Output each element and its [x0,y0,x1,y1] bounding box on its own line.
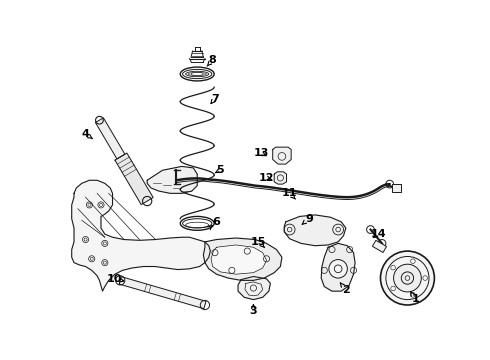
Text: 5: 5 [217,165,224,175]
Text: 6: 6 [213,217,220,227]
Text: 11: 11 [282,188,297,198]
Polygon shape [238,276,270,300]
Bar [392,184,401,192]
Text: 3: 3 [249,306,257,316]
Polygon shape [321,243,355,291]
Polygon shape [119,277,206,309]
Text: 13: 13 [253,148,269,158]
Polygon shape [273,147,291,164]
Polygon shape [284,215,346,246]
Polygon shape [211,245,267,274]
Polygon shape [147,166,197,193]
Text: 15: 15 [251,237,267,247]
Polygon shape [96,118,125,159]
Text: 4: 4 [82,129,90,139]
Circle shape [393,264,421,292]
Text: 2: 2 [342,285,350,294]
Text: 9: 9 [305,214,313,224]
Circle shape [381,251,434,305]
Text: 8: 8 [209,55,217,65]
Polygon shape [115,153,153,204]
Polygon shape [72,180,210,291]
Circle shape [329,260,347,278]
Polygon shape [274,172,287,184]
Text: 14: 14 [370,229,386,239]
Text: 12: 12 [259,173,274,183]
Bar [372,240,387,252]
Text: 1: 1 [411,294,419,304]
Text: 7: 7 [211,94,219,104]
Polygon shape [203,238,282,280]
Text: 10: 10 [107,274,122,284]
